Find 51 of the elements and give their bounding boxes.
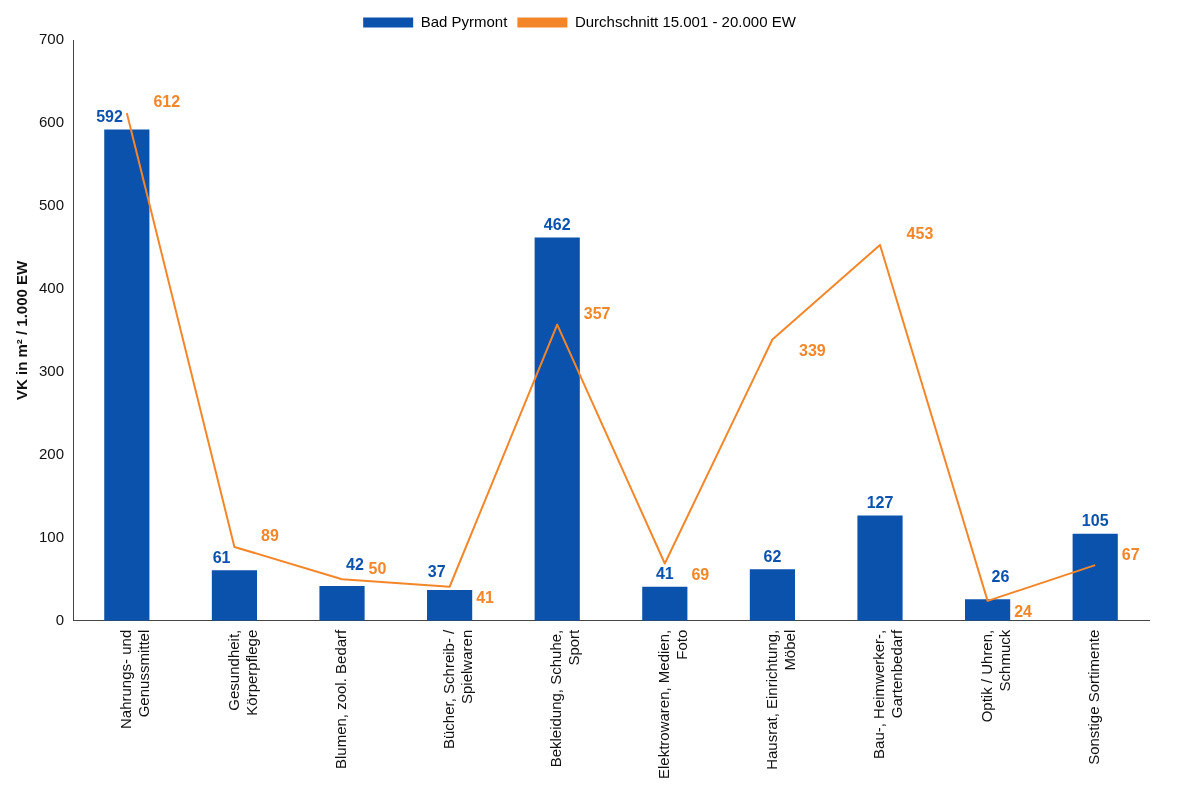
- data-label: 453: [906, 225, 934, 243]
- data-label: 24: [1014, 603, 1033, 621]
- data-label: 592: [96, 108, 123, 126]
- data-label: 41: [655, 565, 674, 583]
- bar: [857, 515, 903, 621]
- data-label: 42: [346, 555, 364, 573]
- legend-label: Durchschnitt 15.001 - 20.000 EW: [574, 12, 797, 30]
- bar: [1072, 533, 1118, 621]
- y-tick-label: 400: [39, 279, 65, 297]
- data-label: 89: [261, 527, 279, 545]
- data-label: 67: [1121, 545, 1140, 563]
- data-label: 62: [763, 547, 782, 565]
- x-tick-label: Elektrowaren, Medien, Foto: [654, 629, 690, 780]
- data-label: 462: [543, 215, 571, 233]
- x-tick-label: Bau-, Heimwerker-, Gartenbedarf: [870, 628, 906, 759]
- data-label: 50: [368, 559, 387, 577]
- y-tick-label: 700: [39, 30, 65, 48]
- data-label: 357: [583, 304, 611, 322]
- x-tick-label: Hausrat, Einrichtung, Möbel: [762, 629, 798, 770]
- bar: [642, 586, 688, 621]
- x-tick-label: Nahrungs- und Genussmittel: [116, 629, 152, 729]
- data-label: 612: [153, 93, 181, 111]
- bar: [104, 129, 150, 621]
- data-label: 339: [799, 341, 826, 359]
- y-tick-label: 300: [39, 362, 65, 379]
- x-tick-label: Optik / Uhren, Schmuck: [977, 629, 1013, 723]
- data-label: 127: [866, 493, 894, 511]
- data-label: 41: [476, 589, 495, 607]
- y-tick-label: 100: [39, 527, 65, 545]
- bar: [965, 599, 1011, 621]
- x-tick-label: Bücher, Schreib- / Spielwaren: [439, 628, 475, 749]
- y-tick-label: 0: [55, 610, 65, 628]
- x-tick-label: Blumen, zool. Bedarf: [332, 628, 350, 770]
- data-label: 37: [427, 563, 446, 581]
- y-axis-title: VK in m² / 1.000 EW: [13, 259, 31, 400]
- data-label: 105: [1081, 512, 1109, 530]
- bar: [211, 570, 258, 621]
- y-tick-label: 600: [39, 113, 65, 131]
- data-label: 69: [691, 565, 710, 583]
- data-label: 61: [212, 548, 231, 566]
- x-tick-label: Gesundheit, Körperpflege: [224, 629, 260, 716]
- bar: [319, 585, 365, 621]
- x-tick-label: Bekleidung, Schuhe, Sport: [547, 628, 583, 768]
- data-label: 26: [991, 567, 1010, 585]
- bar: [749, 569, 796, 621]
- bar: [427, 590, 473, 621]
- bar: [534, 237, 580, 621]
- y-tick-label: 500: [39, 196, 65, 214]
- x-tick-label: Sonstige Sortimente: [1085, 629, 1103, 765]
- y-tick-label: 200: [39, 444, 65, 462]
- legend-label: Bad Pyrmont: [420, 12, 509, 30]
